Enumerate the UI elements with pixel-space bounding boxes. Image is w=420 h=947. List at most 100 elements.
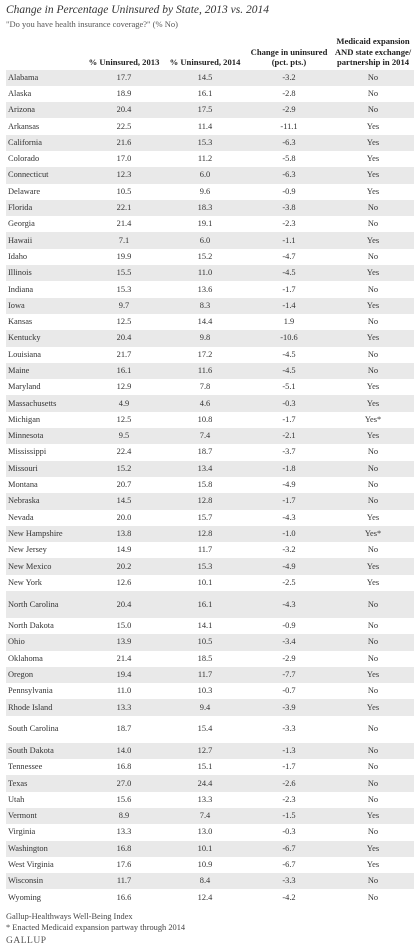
state-cell: Connecticut [6,167,84,184]
state-cell: Montana [8,480,38,490]
state-cell: Arkansas [8,121,40,131]
uninsured-2013-cell: 9.7 [84,297,164,314]
uninsured-2013-cell: 22.4 [116,447,132,457]
uninsured-2014-cell: 13.6 [197,284,213,294]
table-row: Idaho 19.9 15.2 -4.7 No [6,249,414,265]
table-row: Texas 27.0 24.4 -2.6 No [6,775,414,792]
change-cell: -4.3 [282,512,296,522]
table-row: California 21.6 15.3 -6.3 Yes [6,134,414,151]
uninsured-2014-cell: 7.8 [199,382,211,392]
uninsured-2014-cell: 15.2 [197,251,213,261]
uninsured-2013-cell: 12.5 [116,317,132,327]
table-row: Florida 22.1 18.3 -3.8 No [6,199,414,217]
uninsured-2014-cell: 16.1 [197,88,213,98]
medicaid-cell: No [367,892,379,902]
uninsured-2014-cell: 14.5 [164,69,246,86]
uninsured-2014-cell: 10.3 [197,686,213,696]
change-cell: -0.3 [282,827,296,837]
header-medicaid: Medicaid expansion AND state exchange/ p… [334,36,412,67]
uninsured-2014-cell: 14.4 [197,317,213,327]
state-cell: Tennessee [8,762,43,772]
table-row: Ohio 13.9 10.5 -3.4 No [6,634,414,651]
change-cell: -2.3 [282,219,296,229]
state-cell: Nevada [8,512,34,522]
uninsured-2013-cell: 14.5 [84,493,164,510]
medicaid-cell: No [367,762,379,772]
change-cell: -3.9 [246,699,332,716]
header-uninsured-2014: % Uninsured, 2014 [169,57,241,67]
uninsured-2013-cell: 21.4 [116,653,132,663]
change-cell: -3.3 [246,873,332,890]
uninsured-2013-cell: 13.3 [84,699,164,716]
medicaid-cell: Yes [332,134,414,151]
state-cell: Maine [6,362,84,380]
uninsured-2014-cell: 24.4 [164,775,246,792]
uninsured-2013-cell: 17.6 [116,860,132,869]
uninsured-2014-cell: 11.0 [164,265,246,282]
medicaid-cell: No [367,284,379,294]
change-cell: -1.7 [282,284,296,294]
table-row: New Mexico 20.2 15.3 -4.9 Yes [6,558,414,575]
table-subtitle: "Do you have health insurance coverage?"… [6,19,178,29]
table-row: Arkansas 22.5 11.4 -11.1 Yes [6,118,414,134]
uninsured-2013-cell: 12.9 [116,382,132,392]
uninsured-2013-cell: 18.7 [116,724,132,734]
change-cell: -4.9 [282,480,296,490]
change-cell: -0.7 [282,686,296,696]
change-cell: -6.3 [246,167,332,184]
uninsured-2014-cell: 11.6 [164,362,246,380]
table-row: Rhode Island 13.3 9.4 -3.9 Yes [6,699,414,716]
uninsured-2014-cell: 15.3 [164,134,246,151]
uninsured-2014-cell: 16.1 [164,591,246,618]
state-cell: Wisconsin [6,873,84,890]
change-cell: -11.1 [280,121,298,131]
uninsured-2014-cell: 6.0 [164,232,246,249]
change-cell: -6.3 [246,134,332,151]
change-cell: -1.5 [246,807,332,825]
uninsured-2013-cell: 14.9 [116,545,132,555]
uninsured-2013-cell: 22.5 [116,121,132,131]
state-cell: South Dakota [6,742,84,760]
uninsured-2014-cell: 8.4 [164,873,246,890]
uninsured-2013-cell: 13.8 [84,525,164,543]
uninsured-2013-cell: 20.2 [84,558,164,575]
medicaid-cell: No [367,447,379,457]
change-cell: -1.0 [246,525,332,543]
table-row: Nebraska 14.5 12.8 -1.7 No [6,493,414,510]
uninsured-2013-cell: 13.3 [116,827,132,837]
table-row: Colorado 17.0 11.2 -5.8 Yes [6,151,414,167]
uninsured-2014-cell: 18.5 [197,653,213,663]
uninsured-2013-cell: 16.8 [116,762,132,772]
state-cell: Michigan [8,414,41,424]
state-cell: Massachusetts [6,395,84,412]
state-cell: California [6,134,84,151]
medicaid-cell: Yes [366,512,380,522]
state-cell: Virginia [8,827,36,837]
state-cell: Louisiana [8,349,42,359]
medicaid-cell: No [332,742,414,760]
uninsured-2013-cell: 19.4 [84,666,164,684]
medicaid-cell: No [332,460,414,477]
uninsured-2013-cell: 21.6 [84,134,164,151]
table-row: Illinois 15.5 11.0 -4.5 Yes [6,265,414,282]
uninsured-2013-cell: 17.7 [84,69,164,86]
uninsured-2014-cell: 10.1 [164,840,246,857]
uninsured-2013-cell: 9.5 [84,428,164,445]
uninsured-2013-cell: 20.4 [84,102,164,119]
uninsured-2013-cell: 17.0 [116,154,132,164]
medicaid-cell: No [367,317,379,327]
medicaid-cell: Yes [332,428,414,445]
uninsured-2013-cell: 16.1 [84,362,164,380]
change-cell: -3.2 [282,545,296,555]
medicaid-cell: No [367,349,379,359]
change-cell: -4.9 [246,558,332,575]
state-cell: North Dakota [8,621,54,631]
uninsured-2013-cell: 27.0 [84,775,164,792]
medicaid-cell: No [332,873,414,890]
state-cell: Oklahoma [8,653,43,663]
uninsured-2014-cell: 10.9 [197,860,213,869]
change-cell: -6.7 [282,860,296,869]
uninsured-2013-cell: 18.9 [116,88,132,98]
table-row: Maryland 12.9 7.8 -5.1 Yes [6,379,414,395]
